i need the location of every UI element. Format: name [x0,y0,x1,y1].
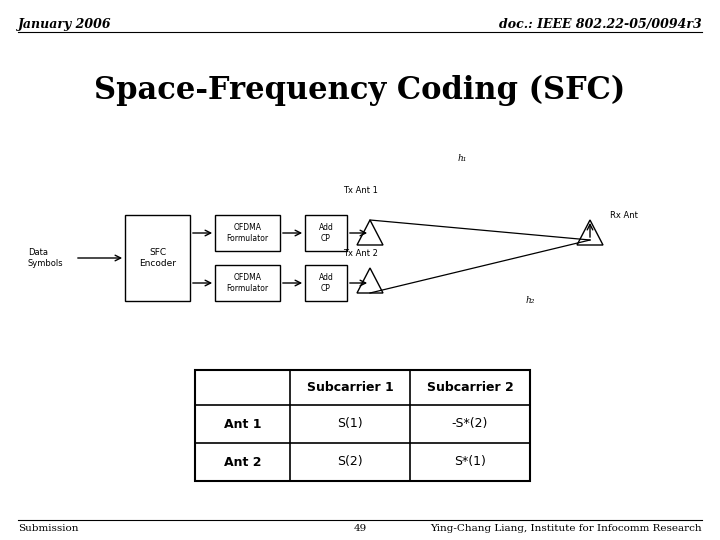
Text: doc.: IEEE 802.22-05/0094r3: doc.: IEEE 802.22-05/0094r3 [499,18,702,31]
Text: SFC
Encoder: SFC Encoder [139,248,176,268]
Text: OFDMA
Formulator: OFDMA Formulator [226,224,269,242]
Text: Tx Ant 2: Tx Ant 2 [343,249,377,258]
Text: -S*(2): -S*(2) [452,417,488,430]
Text: Subcarrier 2: Subcarrier 2 [427,381,513,394]
Text: S(1): S(1) [337,417,363,430]
FancyBboxPatch shape [215,215,280,251]
Text: h₁: h₁ [457,154,467,163]
Text: Add
CP: Add CP [318,273,333,293]
Text: S(2): S(2) [337,456,363,469]
Text: h₂: h₂ [526,296,535,305]
Text: S*(1): S*(1) [454,456,486,469]
Text: Rx Ant: Rx Ant [610,211,638,220]
Text: Data
Symbols: Data Symbols [28,248,63,268]
FancyBboxPatch shape [195,370,530,481]
Text: Ant 1: Ant 1 [224,417,261,430]
Text: Submission: Submission [18,524,78,533]
Text: Tx Ant 1: Tx Ant 1 [343,186,377,195]
Text: OFDMA
Formulator: OFDMA Formulator [226,273,269,293]
Text: Add
CP: Add CP [318,224,333,242]
Text: Space-Frequency Coding (SFC): Space-Frequency Coding (SFC) [94,75,626,106]
FancyBboxPatch shape [215,265,280,301]
Text: Ant 2: Ant 2 [224,456,261,469]
Text: 49: 49 [354,524,366,533]
FancyBboxPatch shape [305,265,347,301]
FancyBboxPatch shape [125,215,190,301]
Text: Subcarrier 1: Subcarrier 1 [307,381,393,394]
Text: Ying-Chang Liang, Institute for Infocomm Research: Ying-Chang Liang, Institute for Infocomm… [431,524,702,533]
FancyBboxPatch shape [305,215,347,251]
Text: January 2006: January 2006 [18,18,112,31]
